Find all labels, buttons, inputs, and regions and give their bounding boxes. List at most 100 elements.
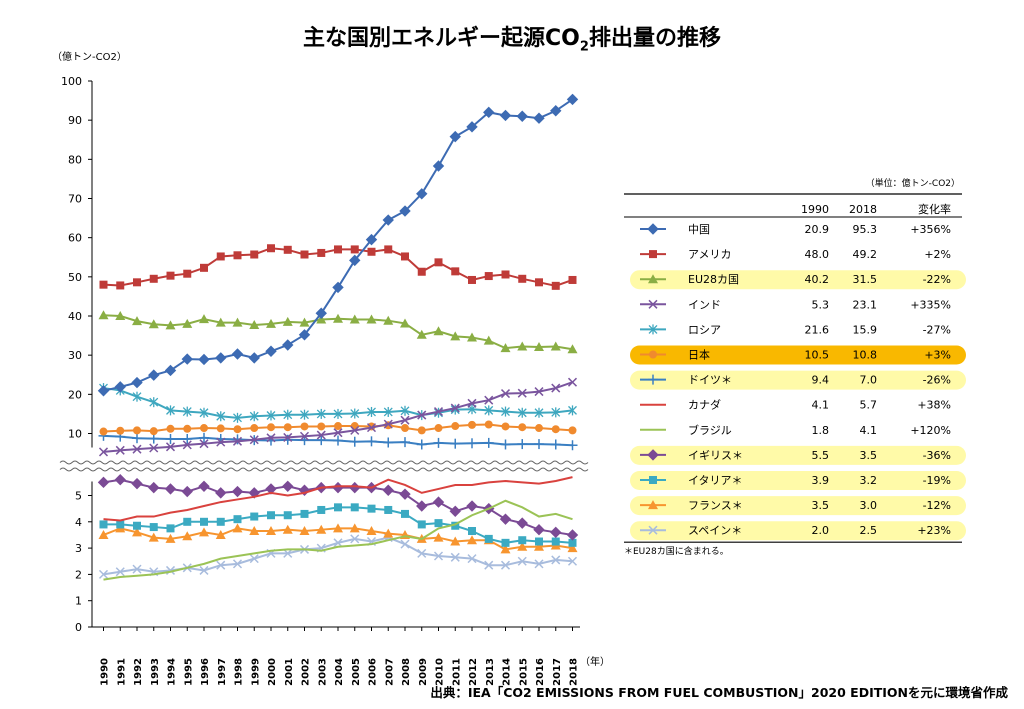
y-tick-label: 50 (68, 271, 82, 284)
data-point-usa (99, 280, 108, 289)
legend-marker-spain (648, 525, 658, 535)
data-point-germany (517, 439, 528, 450)
data-point-china (181, 353, 193, 365)
legend-marker-germany (648, 374, 658, 385)
table-country-eu28: EU28カ国 (688, 273, 739, 286)
data-point-germany (333, 435, 343, 446)
data-point-india (216, 437, 226, 447)
data-point-usa (334, 245, 342, 254)
data-point-japan (216, 424, 225, 433)
data-point-russia (350, 408, 360, 419)
table-row-highlight (630, 496, 966, 516)
table-value-1990-russia: 21.6 (805, 323, 830, 336)
data-point-spain (132, 564, 142, 574)
data-point-germany (567, 440, 578, 451)
data-point-india (350, 425, 360, 435)
data-point-india (333, 428, 343, 438)
table-rate-france: -12% (923, 499, 951, 512)
table-row-italy: イタリア＊ 3.9 3.2 -19% (630, 471, 966, 490)
table-country-brazil: ブラジル (688, 423, 732, 437)
data-point-spain (517, 556, 527, 566)
data-point-india (383, 419, 393, 429)
table-header-2018: 2018 (849, 203, 877, 216)
data-point-japan (200, 424, 208, 433)
table-row-highlight (630, 370, 966, 390)
data-point-italy (468, 527, 476, 536)
x-tick-label: 2004 (334, 658, 345, 686)
data-point-russia (182, 406, 192, 417)
data-point-eu28 (383, 315, 394, 325)
data-point-japan (551, 425, 560, 434)
table-country-india: インド (688, 298, 721, 311)
table-row-highlight (630, 445, 966, 465)
data-point-eu28 (199, 314, 209, 324)
data-point-china (231, 348, 244, 360)
table-value-2018-india: 23.1 (853, 298, 878, 311)
data-point-china (349, 254, 361, 267)
data-point-usa (283, 245, 292, 254)
data-point-spain (216, 560, 226, 570)
data-point-usa (468, 275, 476, 284)
data-point-india (551, 383, 561, 393)
data-point-germany (165, 433, 176, 444)
data-point-india (400, 415, 410, 425)
data-point-france (282, 524, 293, 534)
data-point-france (450, 536, 461, 546)
y-tick-label: 20 (68, 388, 82, 401)
data-point-spain (551, 555, 561, 565)
table-rate-spain: +23% (917, 524, 951, 537)
x-unit-label: （年） (580, 655, 610, 668)
data-point-india (534, 387, 544, 397)
data-point-russia (333, 408, 343, 419)
table-country-uk: イギリス＊ (688, 449, 743, 462)
y-tick-label: 30 (68, 349, 82, 362)
data-point-india (299, 431, 310, 441)
data-point-eu28 (567, 344, 578, 354)
data-point-germany (232, 434, 243, 445)
data-point-uk (533, 523, 545, 536)
data-point-india (517, 388, 527, 398)
data-point-eu28 (132, 316, 142, 326)
data-point-france (98, 529, 109, 539)
table-rate-india: +335% (910, 298, 951, 311)
data-point-germany (416, 439, 427, 450)
data-point-eu28 (165, 320, 176, 330)
table-row-spain: スペイン＊ 2.0 2.5 +23% (630, 521, 966, 541)
data-point-russia (383, 406, 393, 417)
data-point-france (383, 528, 394, 538)
data-point-italy (166, 524, 175, 533)
data-point-japan (417, 426, 426, 435)
data-point-india (433, 407, 444, 417)
data-point-eu28 (349, 314, 360, 324)
data-point-italy (317, 505, 326, 514)
x-tick-label: 2010 (435, 658, 446, 686)
data-point-usa (367, 247, 376, 256)
x-tick-label: 1992 (133, 658, 144, 686)
x-tick-label: 1990 (100, 658, 111, 686)
data-point-eu28 (366, 314, 377, 324)
data-point-china (499, 109, 512, 122)
table-value-1990-india: 5.3 (812, 298, 830, 311)
legend-marker-france (648, 500, 658, 510)
data-point-italy (149, 523, 158, 532)
data-point-china (248, 352, 260, 364)
table-row-germany: ドイツ＊ 9.4 7.0 -26% (630, 370, 966, 390)
data-point-japan (451, 422, 460, 431)
data-point-uk (97, 476, 110, 489)
x-tick-label: 2016 (535, 658, 546, 686)
data-point-eu28 (249, 320, 260, 330)
table-value-1990-italy: 3.9 (812, 474, 830, 487)
data-point-india (249, 435, 259, 445)
x-tick-label: 2000 (267, 658, 278, 686)
data-point-italy (233, 515, 242, 524)
data-point-china (148, 369, 160, 381)
data-point-usa (317, 248, 326, 257)
data-point-china (332, 281, 344, 294)
table-rate-russia: -27% (923, 323, 951, 336)
data-point-japan (283, 423, 292, 432)
y-tick-label: 60 (68, 232, 82, 245)
data-point-india (500, 389, 511, 399)
data-point-japan (350, 422, 359, 431)
data-point-italy (250, 512, 259, 521)
data-point-germany (483, 437, 494, 448)
